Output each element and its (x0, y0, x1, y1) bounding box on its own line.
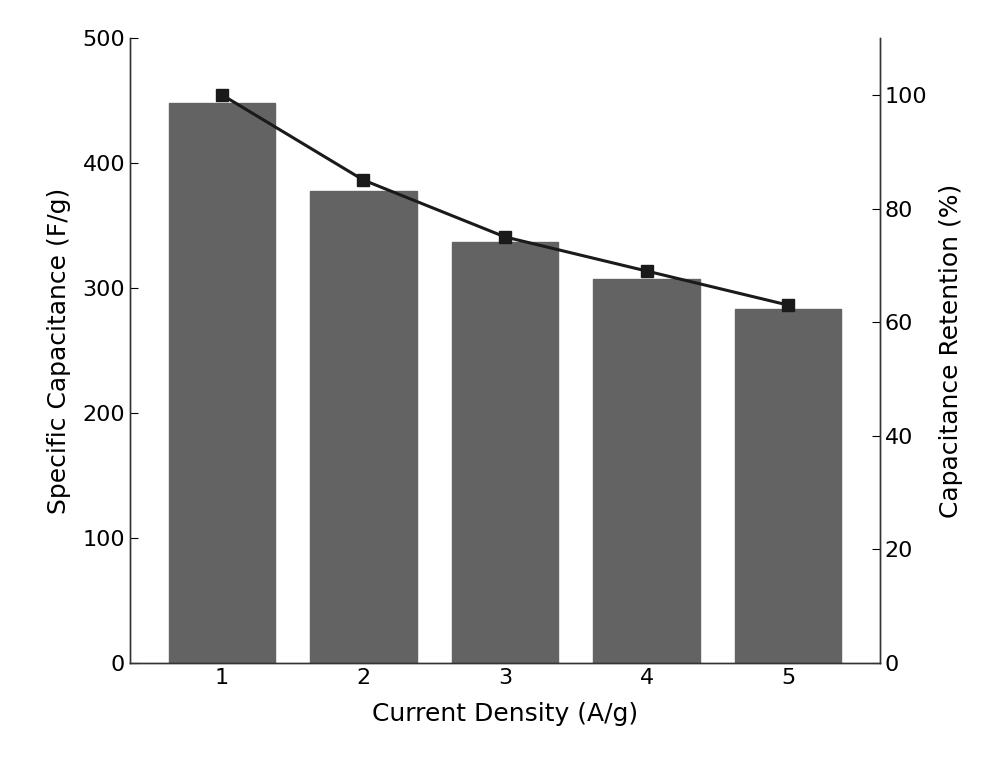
Bar (452, 242, 558, 663)
Bar (310, 190, 417, 663)
Bar (593, 280, 700, 663)
Y-axis label: Capacitance Retention (%): Capacitance Retention (%) (939, 184, 963, 517)
Y-axis label: Specific Capacitance (F/g): Specific Capacitance (F/g) (47, 187, 71, 514)
Bar (735, 309, 841, 663)
Bar (169, 103, 275, 663)
X-axis label: Current Density (A/g): Current Density (A/g) (372, 702, 638, 725)
